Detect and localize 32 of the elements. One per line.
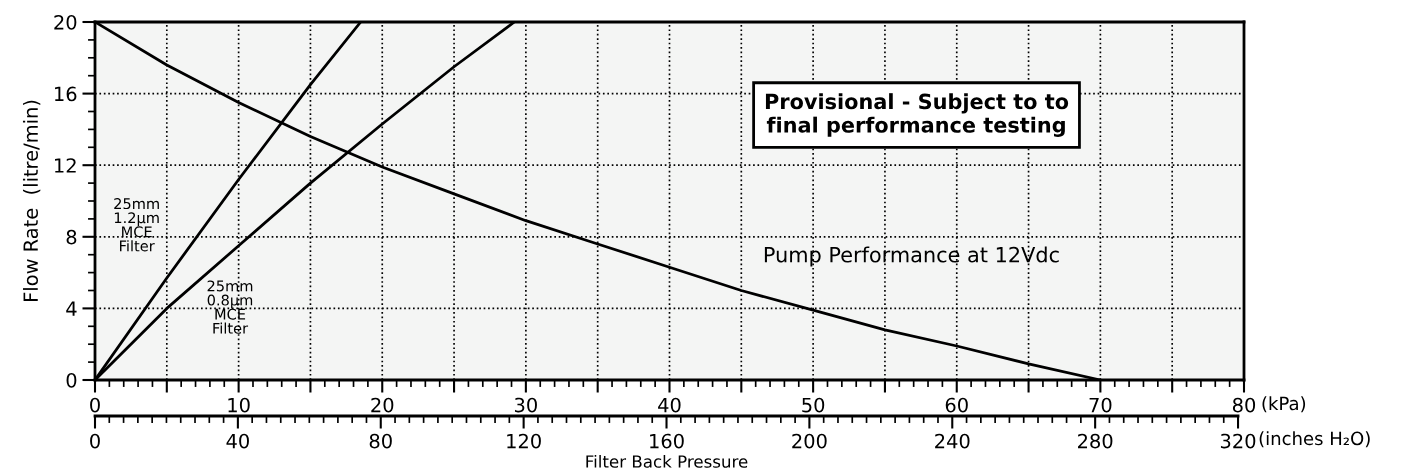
x2-tick-label: 80	[369, 433, 392, 449]
x-tick-label: 50	[802, 397, 825, 413]
x-axis-title: Filter Back Pressure	[586, 454, 748, 468]
x2-tick-label: 200	[792, 433, 827, 449]
annotation: Provisional - Subject to to final performance testing	[765, 93, 1069, 137]
y-tick-label: 0	[66, 372, 77, 388]
series-label: 25mm 0.8µm MCE Filter	[207, 280, 253, 334]
y-tick-label: 16	[55, 86, 77, 102]
x-tick-label: 30	[514, 397, 537, 413]
x-tick-label: 70	[1089, 397, 1112, 413]
x-tick-label: 20	[371, 397, 394, 413]
x-tick-label: 0	[90, 397, 100, 413]
x-tick-label: 80	[1232, 397, 1256, 413]
text: (kPa)	[1262, 396, 1306, 413]
x2-tick-label: 320	[1220, 433, 1256, 449]
x2-tick-label: 40	[226, 433, 249, 449]
y-tick-label: 4	[66, 301, 77, 316]
x-tick-label: 40	[658, 397, 681, 413]
x2-tick-label: 280	[1078, 433, 1113, 449]
x2-axis-title: (inches H₂O)	[1259, 431, 1370, 448]
y-tick-label: 12	[55, 158, 76, 173]
x-tick-label: 10	[228, 397, 250, 413]
x2-tick-label: 160	[650, 433, 684, 449]
series-label: Pump Performance at 12Vdc	[764, 246, 1059, 267]
x2-tick-label: 0	[90, 433, 100, 449]
y-tick-label: 20	[54, 14, 77, 30]
x2-tick-label: 240	[935, 433, 970, 449]
y-tick-label: 8	[66, 229, 77, 245]
x-tick-label: 60	[945, 397, 968, 413]
x2-tick-label: 120	[507, 433, 541, 449]
series-label: 25mm 1.2µm MCE Filter	[114, 198, 159, 252]
y-axis-title: Flow Rate (litre/min)	[22, 100, 41, 302]
